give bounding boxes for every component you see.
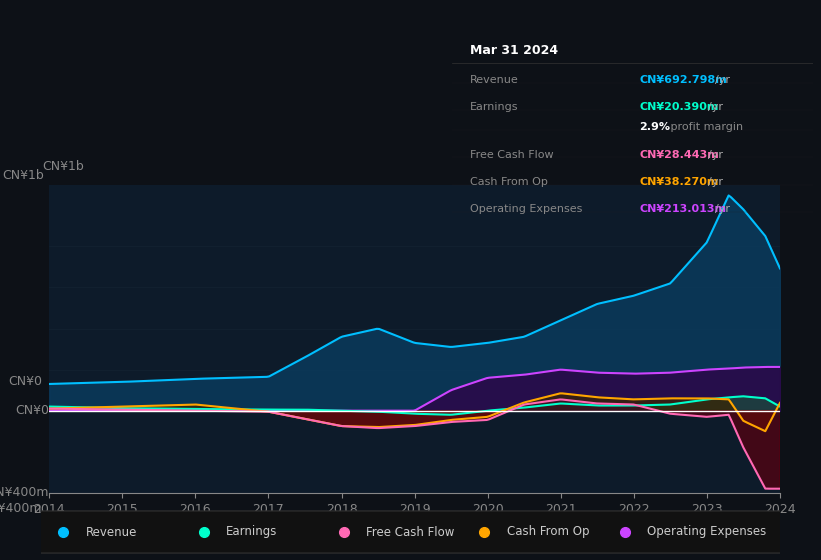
Text: /yr: /yr bbox=[708, 150, 723, 160]
Text: -CN¥400m: -CN¥400m bbox=[0, 486, 49, 500]
Text: CN¥28.443m: CN¥28.443m bbox=[640, 150, 719, 160]
Text: Free Cash Flow: Free Cash Flow bbox=[470, 150, 553, 160]
Text: CN¥213.013m: CN¥213.013m bbox=[640, 204, 727, 214]
Text: Earnings: Earnings bbox=[226, 525, 277, 539]
Text: -CN¥400m: -CN¥400m bbox=[0, 502, 42, 515]
Text: Mar 31 2024: Mar 31 2024 bbox=[470, 44, 557, 57]
Text: /yr: /yr bbox=[715, 75, 730, 85]
Text: Earnings: Earnings bbox=[470, 102, 518, 113]
Text: Revenue: Revenue bbox=[85, 525, 137, 539]
Text: 2.9%: 2.9% bbox=[640, 122, 671, 132]
Text: Cash From Op: Cash From Op bbox=[470, 177, 548, 187]
Text: Operating Expenses: Operating Expenses bbox=[470, 204, 582, 214]
Text: /yr: /yr bbox=[708, 102, 723, 113]
Text: Operating Expenses: Operating Expenses bbox=[647, 525, 766, 539]
Text: CN¥1b: CN¥1b bbox=[2, 169, 44, 183]
Text: CN¥0: CN¥0 bbox=[8, 375, 42, 389]
Text: /yr: /yr bbox=[715, 204, 730, 214]
Text: Revenue: Revenue bbox=[470, 75, 518, 85]
Text: /yr: /yr bbox=[708, 177, 723, 187]
Text: CN¥1b: CN¥1b bbox=[42, 160, 84, 173]
Text: CN¥0: CN¥0 bbox=[16, 404, 49, 417]
Text: CN¥20.390m: CN¥20.390m bbox=[640, 102, 718, 113]
Text: CN¥38.270m: CN¥38.270m bbox=[640, 177, 718, 187]
Text: Free Cash Flow: Free Cash Flow bbox=[366, 525, 455, 539]
Text: CN¥692.798m: CN¥692.798m bbox=[640, 75, 727, 85]
Text: profit margin: profit margin bbox=[667, 122, 743, 132]
FancyBboxPatch shape bbox=[26, 511, 795, 553]
Text: Cash From Op: Cash From Op bbox=[507, 525, 589, 539]
